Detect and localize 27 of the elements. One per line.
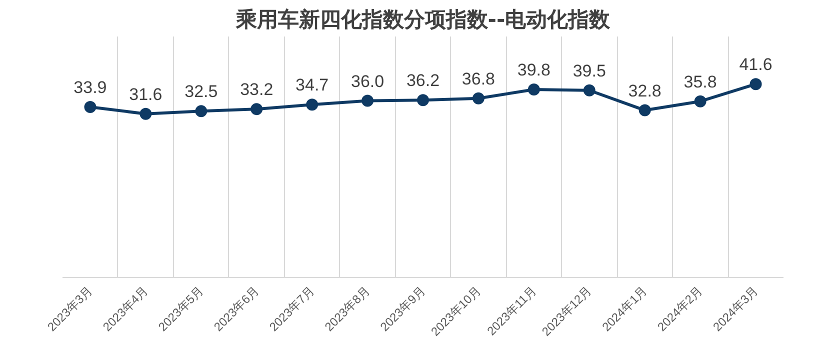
data-label: 36.0 <box>350 72 384 91</box>
data-label: 35.8 <box>684 72 717 92</box>
data-label: 36.8 <box>462 69 496 88</box>
data-label: 32.5 <box>184 82 218 102</box>
data-label: 39.5 <box>572 61 606 80</box>
point <box>583 84 596 96</box>
point <box>472 92 484 104</box>
data-label: 39.8 <box>517 60 550 80</box>
chart-title: 乘用车新四化指数分项指数--电动化指数 <box>234 8 612 32</box>
point <box>84 101 96 114</box>
point <box>528 83 540 96</box>
point <box>195 105 208 118</box>
data-label: 36.2 <box>406 71 440 90</box>
point <box>750 78 762 90</box>
point <box>362 94 374 107</box>
data-label: 34.7 <box>296 76 329 95</box>
point <box>306 98 318 111</box>
point <box>250 103 263 116</box>
data-label: 31.6 <box>129 84 162 104</box>
point <box>638 104 651 116</box>
point <box>417 94 429 106</box>
data-label: 32.8 <box>628 81 662 100</box>
data-label: 33.2 <box>240 80 274 100</box>
point <box>694 95 706 108</box>
point <box>140 108 152 120</box>
data-label: 33.9 <box>74 78 107 98</box>
data-label: 41.6 <box>739 55 772 74</box>
